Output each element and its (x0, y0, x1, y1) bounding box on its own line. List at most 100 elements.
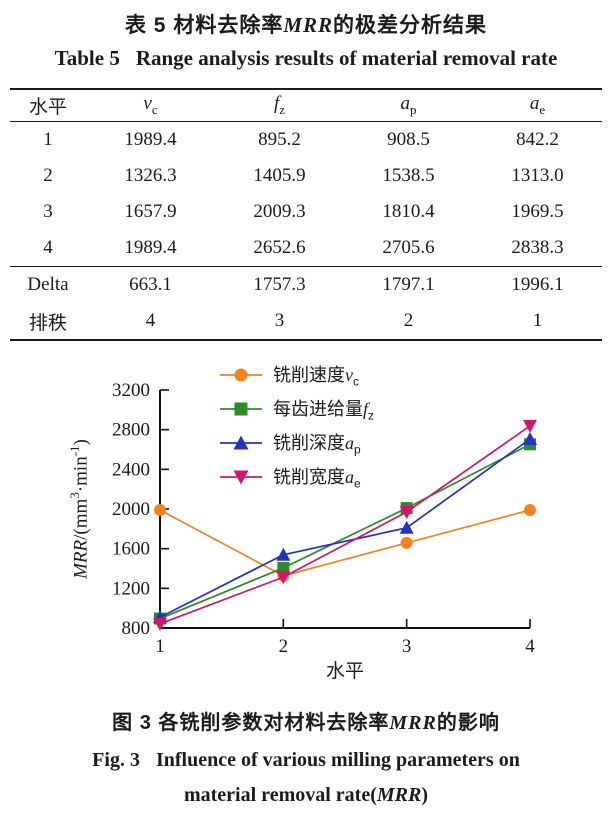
table-title-zh-mrr: MRR (283, 13, 334, 37)
triangle-up-marker (233, 435, 249, 450)
legend-item-ae: 铣削宽度ae (218, 467, 374, 491)
table-cell: 1 (532, 310, 543, 331)
row-label: 4 (43, 237, 53, 258)
table-title-en-label: Table 5 (54, 46, 120, 70)
square-marker-icon (220, 402, 262, 416)
column-header-level: 水平 (10, 89, 86, 122)
table-title-zh-pre: 表 5 材料去除率 (124, 14, 284, 37)
table-cell: 3 (274, 310, 285, 331)
table-row: 3 1657.9 2009.3 1810.4 1969.5 (10, 194, 602, 230)
triangle-up-marker-icon (220, 435, 262, 450)
y-tick-label: 3200 (112, 380, 150, 401)
y-axis-label: MRR/(mm3·min-1) (67, 439, 92, 579)
y-tick-label: 2000 (112, 499, 150, 520)
range-analysis-table: 水平 vc fz ap ae 1 1989.4 895.2 908.5 842.… (10, 88, 602, 341)
y-tick-label: 800 (122, 618, 151, 639)
column-header-fz: fz (215, 89, 344, 122)
table-cell: 2705.6 (382, 237, 435, 258)
legend-label: 铣削深度ap (273, 433, 361, 457)
table-cell: 1538.5 (382, 165, 435, 186)
legend-item-vc: 铣削速度vc (218, 365, 374, 389)
table-cell: 2009.3 (253, 201, 306, 222)
legend-label: 铣削速度vc (273, 365, 359, 389)
circle-marker (524, 504, 536, 517)
legend-item-fz: 每齿进给量fz (218, 399, 374, 423)
table-title-en: Table 5 Range analysis results of materia… (0, 46, 612, 71)
table-title-en-rest: Range analysis results of material remov… (135, 46, 558, 70)
table-cell: 1405.9 (253, 165, 306, 186)
table-cell: 842.2 (516, 129, 559, 150)
row-label: 3 (43, 201, 53, 222)
y-tick-label: 1200 (112, 578, 150, 599)
table-row-rank: 排秩 4 3 2 1 (10, 303, 602, 340)
table-cell: 1989.4 (124, 129, 177, 150)
circle-marker (234, 368, 248, 382)
legend-item-ap: 铣削深度ap (218, 433, 374, 457)
table-cell: 1757.3 (215, 266, 344, 303)
table-cell: 1657.9 (124, 201, 177, 222)
table-cell: 908.5 (387, 129, 430, 150)
series-line (159, 438, 531, 618)
row-label: 1 (43, 129, 53, 150)
row-label: 排秩 (28, 312, 67, 334)
triangle-down-marker (399, 506, 414, 520)
y-tick-label: 2800 (112, 420, 150, 441)
y-tick-label: 2400 (112, 459, 150, 480)
table-cell: 663.1 (86, 266, 215, 303)
circle-marker (400, 536, 413, 549)
table-row-delta: Delta 663.1 1757.3 1797.1 1996.1 (10, 266, 602, 303)
table-title-zh: 表 5 材料去除率MRR的极差分析结果 (0, 9, 612, 39)
figure-caption-en-line2: material removal rate(MRR) (183, 784, 428, 806)
table-cell: 2838.3 (511, 237, 564, 258)
table-cell: 1326.3 (124, 165, 177, 186)
table-title-zh-post: 的极差分析结果 (333, 14, 488, 37)
column-header-ae: ae (473, 89, 602, 122)
triangle-up-marker (399, 520, 414, 534)
row-label: 2 (43, 165, 53, 186)
figure-caption-zh: 图 3 各铣削参数对材料去除率MRR的影响 (112, 712, 500, 734)
table-cell: 1996.1 (473, 266, 602, 303)
table-cell: 1969.5 (511, 201, 564, 222)
column-header-ap: ap (344, 89, 473, 122)
series-line (159, 509, 531, 577)
triangle-down-marker (233, 470, 249, 485)
legend-label: 铣削宽度ae (273, 467, 361, 491)
x-tick-label: 1 (155, 636, 165, 657)
column-header-vc: vc (86, 89, 215, 122)
table-row: 2 1326.3 1405.9 1538.5 1313.0 (10, 158, 602, 194)
triangle-up-marker (523, 432, 537, 446)
table-cell: 1797.1 (344, 266, 473, 303)
series-line (159, 443, 531, 620)
table-cell: 2 (403, 310, 414, 331)
table-cell: 1313.0 (511, 165, 564, 186)
triangle-down-marker (276, 571, 291, 585)
series-line (159, 425, 531, 625)
square-marker (277, 561, 290, 574)
table-cell: 895.2 (258, 129, 301, 150)
figure-caption-en-line1: Fig. 3 Influence of various milling param… (92, 749, 520, 771)
table-row: 4 1989.4 2652.6 2705.6 2838.3 (10, 230, 602, 267)
square-marker (234, 402, 248, 416)
triangle-up-marker (276, 547, 291, 561)
x-axis-label: 水平 (325, 661, 364, 682)
circle-marker-icon (220, 368, 262, 382)
table-row: 1 1989.4 895.2 908.5 842.2 (10, 122, 602, 159)
x-tick-label: 3 (402, 636, 412, 657)
table-header-row: 水平 vc fz ap ae (10, 89, 602, 122)
triangle-down-marker-icon (220, 470, 262, 485)
table-cell: 4 (145, 310, 156, 331)
y-tick-label: 1600 (112, 539, 150, 560)
table-cell: 1810.4 (382, 201, 435, 222)
mrr-line-chart: 800 1200 1600 2000 2400 2800 3200 1 2 3 4 (112, 380, 537, 657)
x-tick-label: 4 (525, 636, 535, 657)
table-cell: 1989.4 (124, 237, 177, 258)
circle-marker (154, 504, 166, 517)
triangle-down-marker (523, 419, 537, 433)
triangle-down-marker (153, 617, 167, 631)
table-cell: 2652.6 (253, 237, 306, 258)
x-tick-label: 2 (279, 636, 289, 657)
chart-legend: 铣削速度vc 每齿进给量fz 铣削深度ap 铣削宽度ae (218, 365, 374, 502)
row-label: Delta (10, 266, 86, 303)
legend-label: 每齿进给量fz (273, 399, 375, 423)
